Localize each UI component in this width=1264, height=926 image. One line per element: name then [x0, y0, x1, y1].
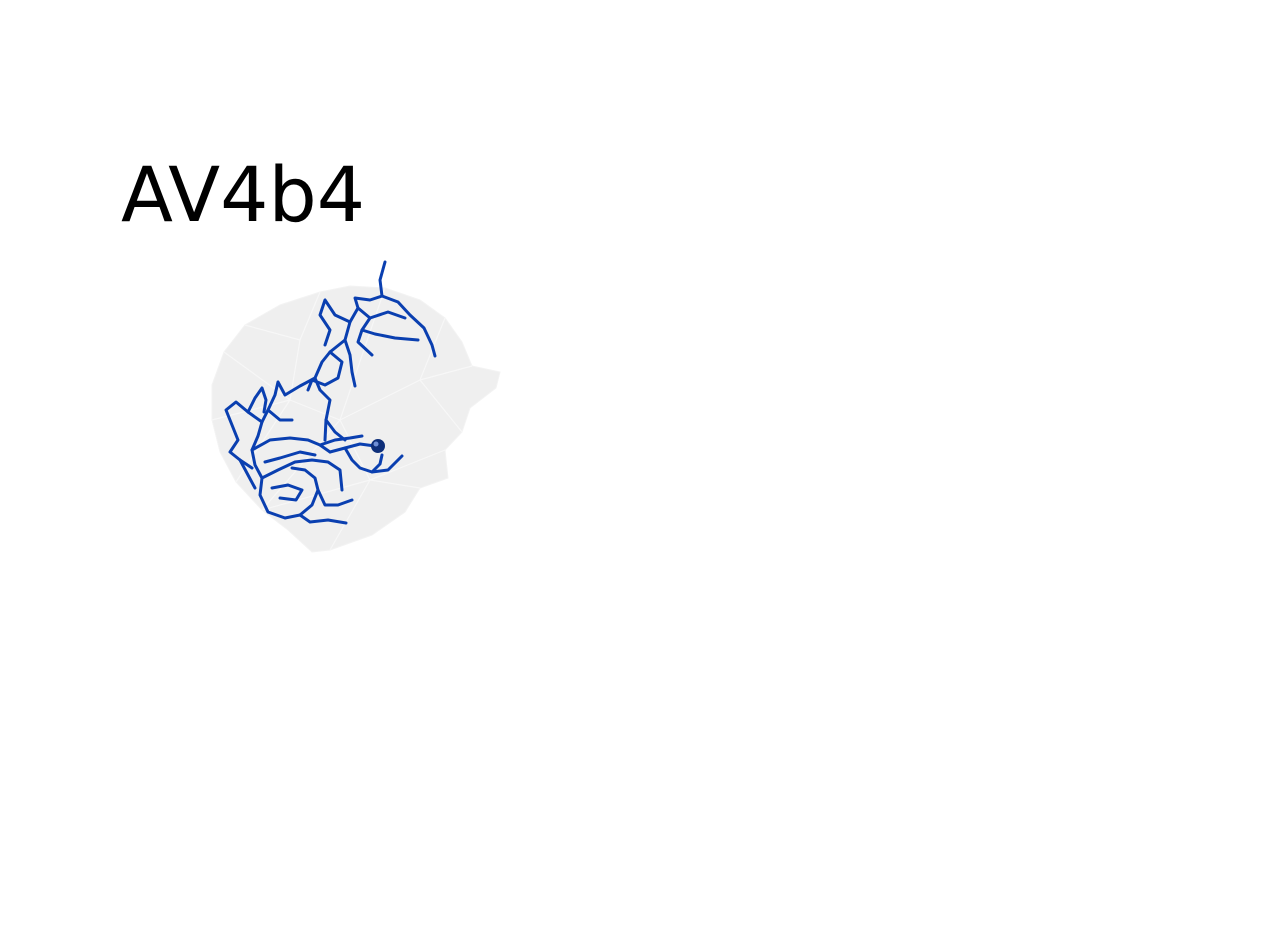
neurite-branch — [343, 446, 384, 474]
neurite-branch — [360, 316, 420, 342]
neurite-branch — [324, 418, 347, 442]
neurite-branch — [316, 488, 354, 507]
soma — [371, 439, 385, 453]
mesh-facets — [211, 287, 473, 551]
neurite-branch — [298, 513, 348, 525]
neurite-branch — [370, 454, 404, 474]
neuron-title: AV4b4 — [121, 150, 366, 239]
neurite-branch — [260, 458, 344, 492]
neurite-branch — [263, 450, 317, 464]
neuropil-mesh — [211, 285, 501, 553]
neurite-branch — [250, 436, 332, 454]
neurite-branch — [270, 483, 304, 502]
neurite-branch — [356, 306, 407, 320]
neurite-branch — [224, 400, 264, 470]
neurite-branch — [343, 338, 357, 388]
neurite-branch — [328, 442, 377, 454]
neurite-branch — [250, 376, 320, 520]
neuron-skeleton — [224, 260, 437, 525]
neurite-branch — [246, 386, 268, 414]
neurite-branch — [306, 350, 344, 392]
neurite-branch — [356, 328, 374, 357]
mesh-body — [211, 285, 501, 553]
neurite-branch — [380, 294, 437, 358]
neurite-branch — [238, 458, 257, 490]
neurite-branch — [318, 298, 352, 347]
neurite-branch — [266, 408, 294, 422]
